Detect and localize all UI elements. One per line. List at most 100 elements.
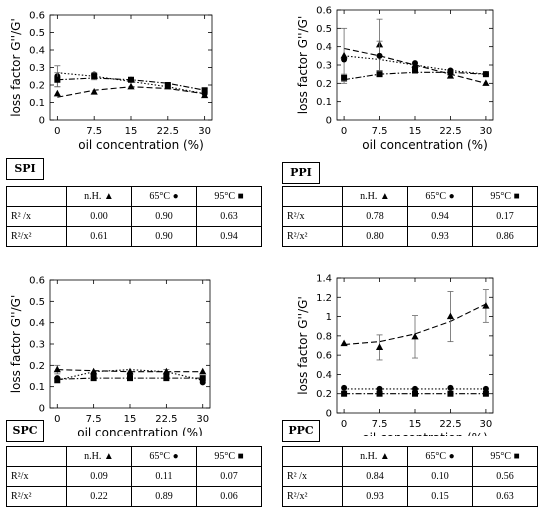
data-point-square (447, 69, 454, 76)
y-tick-label: 0.6 (316, 351, 332, 362)
header-95c: 95°C ■ (196, 446, 262, 467)
table-cell: 0.94 (196, 226, 262, 247)
header-nh: n.H. ▲ (342, 186, 408, 207)
data-point-circle (482, 385, 489, 392)
y-tick-label: 0 (326, 409, 332, 420)
table-cell: 0.93 (407, 226, 473, 247)
y-tick-label: 0.2 (29, 81, 45, 92)
y-tick-label: 0.3 (29, 340, 45, 351)
triangle-marker-icon: ▲ (379, 191, 390, 202)
header-95c: 95°C ■ (472, 186, 538, 207)
square-marker-icon: ■ (513, 191, 520, 202)
table-cell: 0.11 (131, 466, 197, 487)
table-row: R²/x² 0.22 0.89 0.06 (6, 486, 262, 507)
table-cell: 0.86 (472, 226, 538, 247)
chart-tag-spi: SPI (6, 158, 44, 180)
data-point-square (163, 375, 170, 382)
table-cell: 0.84 (342, 466, 408, 487)
row-label: R²/x (282, 206, 343, 227)
y-tick-label: 0.8 (316, 331, 332, 342)
y-tick-label: 0.1 (29, 382, 45, 393)
table-header-row: n.H. ▲ 65°C ● 95°C ■ (6, 186, 262, 207)
table-row: R²/x² 0.61 0.90 0.94 (6, 226, 262, 247)
x-tick-label: 22.5 (439, 126, 461, 137)
data-point-triangle (90, 88, 98, 95)
x-tick-label: 0 (54, 414, 60, 425)
table-row: R²/x 0.78 0.94 0.17 (282, 206, 538, 227)
x-tick-label: 7.5 (86, 126, 102, 137)
header-65c: 65°C ● (407, 446, 473, 467)
data-point-square (341, 390, 348, 397)
data-point-square (91, 73, 98, 80)
header-65c: 65°C ● (131, 186, 197, 207)
data-point-square (376, 390, 383, 397)
square-marker-icon: ■ (237, 191, 244, 202)
x-axis-label: oil concentration (%) (362, 138, 488, 152)
row-label: R²/x² (6, 486, 67, 507)
x-tick-label: 30 (196, 414, 209, 425)
y-tick-label: 1.2 (316, 293, 332, 304)
r2-table-spc: n.H. ▲ 65°C ● 95°C ■ R²/x 0.09 0.11 0.07… (6, 446, 262, 507)
x-axis-label: oil concentration (%) (77, 426, 203, 436)
data-point-square (412, 67, 418, 74)
header-nh: n.H. ▲ (342, 446, 408, 467)
x-tick-label: 0 (341, 126, 347, 137)
header-95c: 95°C ■ (196, 186, 262, 207)
corner-cell (6, 446, 67, 467)
data-point-square (341, 74, 348, 81)
header-nh: n.H. ▲ (66, 186, 132, 207)
triangle-marker-icon: ▲ (379, 451, 390, 462)
y-tick-label: 0 (326, 116, 332, 127)
data-point-triangle (375, 343, 384, 351)
x-tick-label: 22.5 (155, 414, 177, 425)
table-cell: 0.78 (342, 206, 408, 227)
data-point-circle (447, 384, 454, 391)
data-point-circle (412, 385, 418, 392)
x-tick-label: 7.5 (86, 414, 102, 425)
y-axis-label: loss factor G''/G' (296, 296, 310, 395)
y-tick-label: 0.5 (29, 28, 45, 39)
data-point-circle (412, 60, 418, 67)
data-point-triangle (340, 51, 348, 59)
y-tick-label: 0.1 (316, 97, 332, 108)
table-cell: 0.90 (131, 206, 197, 227)
y-tick-label: 0.3 (29, 63, 45, 74)
r2-table-spi: n.H. ▲ 65°C ● 95°C ■ R² /x 0.00 0.90 0.6… (6, 186, 262, 247)
y-tick-label: 0.6 (29, 11, 45, 22)
y-tick-label: 0.3 (316, 61, 332, 72)
data-point-triangle (340, 339, 348, 347)
header-65c: 65°C ● (131, 446, 197, 467)
chart-tag-ppi: PPI (282, 162, 320, 184)
table-cell: 0.89 (131, 486, 197, 507)
header-95c: 95°C ■ (472, 446, 538, 467)
data-point-square (201, 87, 208, 94)
row-label: R² /x (6, 206, 67, 227)
data-point-triangle (482, 79, 490, 86)
table-cell: 0.63 (472, 486, 538, 507)
data-point-square (376, 71, 383, 78)
x-tick-label: 0 (54, 126, 60, 137)
table-cell: 0.10 (407, 466, 473, 487)
data-point-circle (341, 56, 348, 63)
table-cell: 0.15 (407, 486, 473, 507)
y-tick-label: 1 (326, 312, 332, 323)
y-tick-label: 0.2 (316, 389, 332, 400)
data-point-triangle (53, 89, 61, 97)
data-point-square (128, 76, 134, 83)
y-axis-label: loss factor G''/G' (9, 18, 23, 117)
x-tick-label: 7.5 (372, 126, 388, 137)
x-tick-label: 15 (409, 419, 422, 430)
x-tick-label: 30 (198, 126, 211, 137)
r2-table-ppc: n.H. ▲ 65°C ● 95°C ■ R² /x 0.84 0.10 0.5… (282, 446, 538, 507)
data-point-triangle (482, 301, 490, 309)
table-cell: 0.90 (131, 226, 197, 247)
data-point-triangle (446, 312, 455, 320)
x-axis-label: oil concentration (%) (362, 431, 488, 436)
row-label: R²/x² (6, 226, 67, 247)
circle-marker-icon: ● (172, 451, 179, 462)
r2-table-ppi: n.H. ▲ 65°C ● 95°C ■ R²/x 0.78 0.94 0.17… (282, 186, 538, 247)
header-nh: n.H. ▲ (66, 446, 132, 467)
data-point-square (54, 76, 61, 83)
